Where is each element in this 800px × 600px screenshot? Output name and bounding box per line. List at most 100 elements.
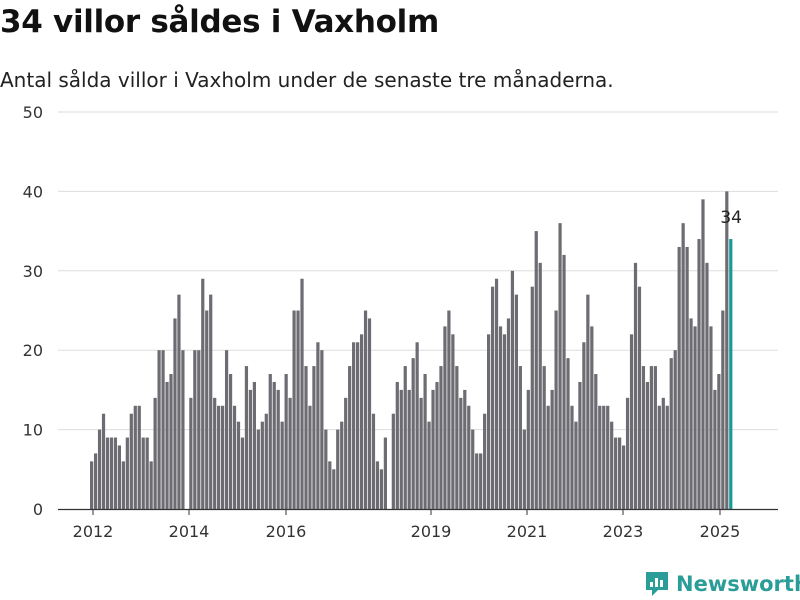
bar <box>157 350 161 509</box>
bar <box>125 437 129 509</box>
bar <box>483 413 487 509</box>
bar <box>415 342 419 509</box>
bar <box>546 405 550 509</box>
y-tick-label: 0 <box>33 500 43 519</box>
bar <box>173 318 177 509</box>
bar <box>117 445 122 509</box>
bar <box>169 374 173 509</box>
bar <box>375 461 380 509</box>
bar <box>260 421 264 509</box>
bar <box>637 286 642 509</box>
bar <box>221 405 225 509</box>
bar <box>526 389 530 509</box>
bar <box>320 350 324 509</box>
bar <box>578 381 582 509</box>
bar <box>332 469 336 509</box>
bar <box>149 461 153 509</box>
bar <box>177 294 181 509</box>
bar <box>721 310 725 509</box>
bar <box>141 437 145 509</box>
bar <box>403 366 407 509</box>
bar <box>522 429 526 509</box>
bar <box>363 310 368 509</box>
bar <box>224 350 229 509</box>
bar <box>586 294 590 509</box>
bar <box>93 453 98 509</box>
bar <box>602 405 606 509</box>
x-tick-label: 2014 <box>169 522 210 541</box>
y-tick-label: 40 <box>23 182 43 201</box>
bar <box>562 254 566 509</box>
bar <box>90 461 94 509</box>
bar <box>383 437 387 509</box>
bar <box>558 223 562 509</box>
bar <box>463 389 467 509</box>
bar <box>459 397 463 509</box>
bar <box>367 318 372 509</box>
bar <box>618 437 622 509</box>
bar <box>427 421 431 509</box>
bar <box>598 405 602 509</box>
bar <box>645 381 650 509</box>
x-tick-label: 2012 <box>73 522 114 541</box>
x-tick-label: 2025 <box>700 522 741 541</box>
bar <box>419 397 423 509</box>
bar <box>431 389 435 509</box>
bar <box>697 239 701 510</box>
bar <box>280 421 284 509</box>
bar <box>717 374 721 509</box>
bar <box>725 191 729 509</box>
bar <box>217 405 221 509</box>
bar <box>399 389 403 509</box>
bar <box>701 199 705 509</box>
bar <box>566 358 570 509</box>
bar <box>165 381 169 509</box>
bar <box>145 437 149 509</box>
bar <box>641 366 646 509</box>
bar <box>312 366 316 509</box>
bar <box>133 405 137 509</box>
bar <box>236 421 241 509</box>
bar <box>248 389 253 509</box>
bar <box>681 223 685 509</box>
bar <box>479 453 483 509</box>
bar <box>661 397 665 509</box>
bar <box>689 318 693 509</box>
bar <box>590 326 594 509</box>
bar <box>610 421 614 509</box>
bar <box>288 397 292 509</box>
bar <box>324 429 328 509</box>
bar <box>510 270 515 509</box>
bar <box>538 262 542 509</box>
bar <box>181 350 185 509</box>
chart-subtitle: Antal sålda villor i Vaxholm under de se… <box>0 68 614 92</box>
bar <box>705 262 709 509</box>
newsworthy-logo-icon <box>646 572 668 596</box>
bar <box>407 389 411 509</box>
bar <box>606 405 610 509</box>
bar <box>348 366 352 509</box>
bar <box>228 374 233 509</box>
bar <box>582 342 586 509</box>
bar <box>240 437 245 509</box>
bar <box>193 350 197 509</box>
bar <box>284 374 288 509</box>
bar <box>625 397 630 509</box>
bar <box>411 358 415 509</box>
newsworthy-logo: Newsworthy <box>644 570 800 598</box>
bar <box>272 381 276 509</box>
bar <box>502 334 507 509</box>
bar <box>292 310 296 509</box>
bar <box>487 334 491 509</box>
bar <box>359 334 364 509</box>
bar <box>395 381 399 509</box>
bar <box>451 334 455 509</box>
y-tick-label: 50 <box>23 103 43 122</box>
bar <box>201 278 205 509</box>
bar <box>264 413 268 509</box>
y-tick-label: 30 <box>23 262 43 281</box>
bar <box>475 453 479 509</box>
bar <box>209 294 213 509</box>
y-tick-label: 20 <box>23 341 43 360</box>
bar <box>534 231 538 509</box>
